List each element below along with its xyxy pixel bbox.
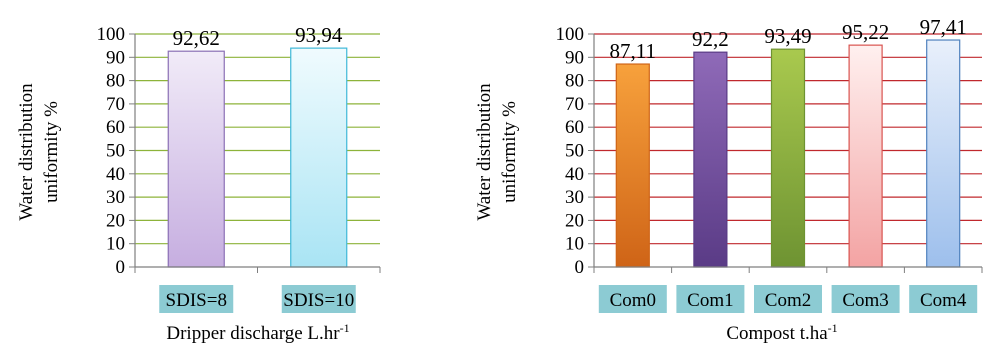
data-label: 95,22 [842, 20, 889, 44]
category-label-bg [159, 285, 234, 313]
category-label: Com4 [920, 290, 967, 311]
category-label: Com0 [610, 290, 656, 311]
y-tick-label: 10 [565, 234, 584, 255]
y-tick-label: 60 [106, 117, 125, 138]
y-tick-label: 50 [106, 141, 125, 162]
y-axis-label-line2: uniformity % [499, 101, 520, 203]
y-tick-label: 70 [565, 94, 584, 115]
bar-com0 [615, 63, 650, 268]
y-tick-label: 50 [565, 141, 584, 162]
y-tick-label: 90 [565, 47, 584, 68]
bar-com3 [848, 44, 883, 268]
data-label: 93,49 [764, 24, 811, 48]
chart-compost: Water distribution uniformity % 010 20304… [474, 15, 983, 344]
y-tick-label: 0 [116, 257, 126, 278]
category-label: Com2 [765, 290, 811, 311]
bars [167, 47, 348, 268]
bars [615, 39, 961, 268]
category-label-bg [909, 285, 978, 313]
y-axis-label-line2: uniformity % [41, 101, 62, 203]
y-axis-label-line1: Water distribution [16, 83, 37, 221]
data-labels: 92,62 93,94 [173, 23, 343, 50]
y-tick-label: 70 [106, 94, 125, 115]
category-label-bg [598, 285, 667, 313]
y-tick-label: 100 [97, 24, 126, 45]
bar-sdis-8 [167, 50, 225, 268]
category-labels: SDIS=8 SDIS=10 [159, 285, 356, 313]
category-labels: Com0 Com1 Com2 Com3 Com4 [598, 285, 978, 313]
y-tick-label: 80 [565, 71, 584, 92]
y-tick-label: 20 [565, 210, 584, 231]
y-tick-label: 0 [575, 257, 585, 278]
y-axis-label-line1: Water distribution [474, 83, 495, 221]
axes [134, 34, 381, 273]
data-label: 87,11 [610, 39, 656, 63]
x-axis-label: Dripper discharge L.hr-1 [166, 321, 349, 344]
category-label-bg [831, 285, 900, 313]
y-tick-label: 80 [106, 71, 125, 92]
x-axis-label: Compost t.ha-1 [726, 321, 837, 344]
bar-com1 [693, 51, 728, 268]
y-tick-label: 10 [106, 234, 125, 255]
category-label: SDIS=8 [166, 290, 227, 311]
bar-sdis-10 [290, 47, 348, 268]
y-tick-label: 20 [106, 210, 125, 231]
y-tick-label: 60 [565, 117, 584, 138]
category-label-bg [281, 285, 356, 313]
chart-dripper-discharge: Water distribution uniformity % 010 20304… [16, 23, 381, 344]
axes [593, 34, 983, 273]
y-tick-label: 30 [106, 187, 125, 208]
category-label-bg [754, 285, 822, 313]
y-tick-label: 100 [556, 24, 585, 45]
bar-com2 [770, 48, 806, 268]
data-labels: 87,11 92,2 93,49 95,22 97,41 [610, 15, 967, 63]
data-label: 93,94 [295, 23, 343, 47]
data-label: 92,2 [692, 27, 729, 51]
category-label: SDIS=10 [283, 290, 354, 311]
category-label: Com1 [687, 290, 733, 311]
y-tick-label: 40 [565, 164, 584, 185]
data-label: 97,41 [920, 15, 967, 39]
y-tick-label: 40 [106, 164, 125, 185]
category-label-bg [676, 285, 745, 313]
category-label: Com3 [842, 290, 888, 311]
y-tick-label: 90 [106, 47, 125, 68]
data-label: 92,62 [173, 26, 220, 50]
y-tick-label: 30 [565, 187, 584, 208]
bar-com4 [926, 39, 961, 268]
